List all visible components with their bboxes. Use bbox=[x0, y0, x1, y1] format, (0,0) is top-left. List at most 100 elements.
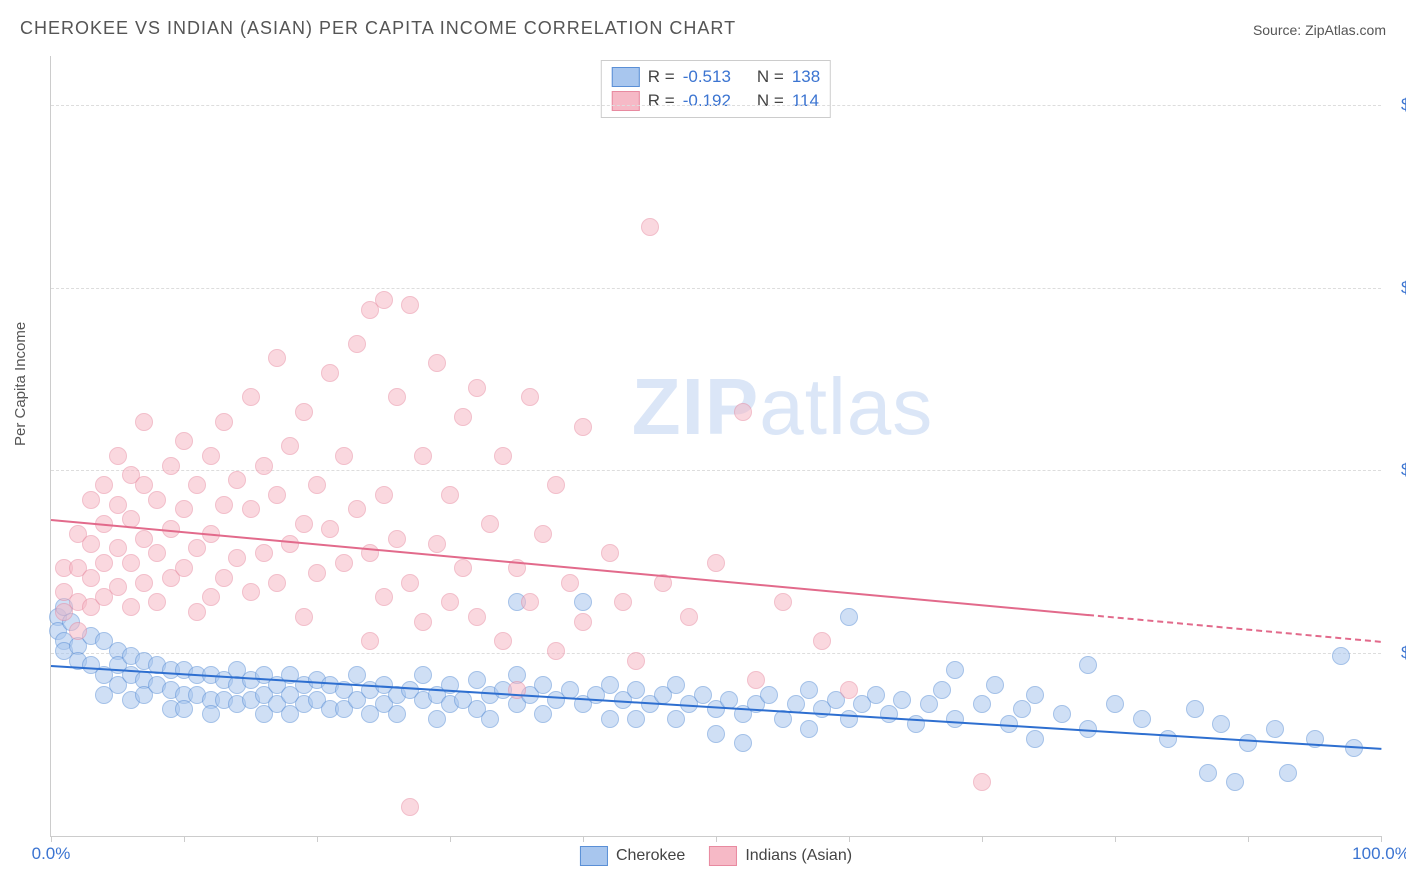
legend: Cherokee Indians (Asian) bbox=[580, 846, 852, 866]
cherokee-point bbox=[1159, 730, 1177, 748]
indians-point bbox=[202, 588, 220, 606]
indians-point bbox=[335, 447, 353, 465]
y-tick-label: $112,500 bbox=[1389, 278, 1406, 298]
cherokee-point bbox=[667, 676, 685, 694]
indians-point bbox=[375, 291, 393, 309]
cherokee-point bbox=[1079, 656, 1097, 674]
source-link[interactable]: ZipAtlas.com bbox=[1305, 22, 1386, 38]
indians-point bbox=[215, 496, 233, 514]
cherokee-point bbox=[1226, 773, 1244, 791]
cherokee-point bbox=[933, 681, 951, 699]
grid-line bbox=[51, 653, 1381, 654]
indians-point bbox=[441, 593, 459, 611]
cherokee-point bbox=[1212, 715, 1230, 733]
indians-point bbox=[268, 349, 286, 367]
x-tick bbox=[1115, 836, 1116, 842]
cherokee-point bbox=[414, 666, 432, 684]
indians-point bbox=[388, 530, 406, 548]
indians-point bbox=[348, 335, 366, 353]
stat-n-label: N = bbox=[757, 91, 784, 111]
grid-line bbox=[51, 288, 1381, 289]
cherokee-point bbox=[694, 686, 712, 704]
indians-point bbox=[361, 632, 379, 650]
indians-point bbox=[175, 500, 193, 518]
source-prefix: Source: bbox=[1253, 22, 1305, 38]
indians-point bbox=[481, 515, 499, 533]
x-tick bbox=[184, 836, 185, 842]
cherokee-point bbox=[1186, 700, 1204, 718]
cherokee-point bbox=[946, 661, 964, 679]
indians-point bbox=[281, 437, 299, 455]
indians-point bbox=[561, 574, 579, 592]
stat-n-label: N = bbox=[757, 67, 784, 87]
indians-point bbox=[95, 476, 113, 494]
indians-point bbox=[242, 388, 260, 406]
indians-point bbox=[135, 530, 153, 548]
cherokee-point bbox=[760, 686, 778, 704]
x-tick bbox=[583, 836, 584, 842]
indians-point bbox=[375, 486, 393, 504]
indians-point bbox=[813, 632, 831, 650]
indians-point bbox=[335, 554, 353, 572]
correlation-stats-box: R =-0.513N =138R =-0.192N =114 bbox=[601, 60, 831, 118]
cherokee-point bbox=[601, 676, 619, 694]
cherokee-point bbox=[880, 705, 898, 723]
indians-point bbox=[534, 525, 552, 543]
indians-point bbox=[494, 447, 512, 465]
indians-point bbox=[135, 476, 153, 494]
stat-r-label: R = bbox=[648, 91, 675, 111]
indians-point bbox=[308, 476, 326, 494]
indians-point bbox=[175, 559, 193, 577]
cherokee-point bbox=[428, 710, 446, 728]
cherokee-point bbox=[468, 671, 486, 689]
indians-point bbox=[614, 593, 632, 611]
indians-point bbox=[454, 559, 472, 577]
cherokee-point bbox=[800, 720, 818, 738]
indians-point bbox=[468, 608, 486, 626]
cherokee-point bbox=[1133, 710, 1151, 728]
indians-swatch bbox=[612, 91, 640, 111]
chart-title: CHEROKEE VS INDIAN (ASIAN) PER CAPITA IN… bbox=[20, 18, 736, 39]
grid-line bbox=[51, 105, 1381, 106]
indians-point bbox=[375, 588, 393, 606]
indians-point bbox=[82, 491, 100, 509]
indians-point bbox=[109, 578, 127, 596]
indians-point bbox=[707, 554, 725, 572]
plot-area: ZIPatlas R =-0.513N =138R =-0.192N =114 … bbox=[50, 56, 1381, 837]
indians-point bbox=[840, 681, 858, 699]
indians-point bbox=[521, 388, 539, 406]
indians-point bbox=[574, 418, 592, 436]
cherokee-point bbox=[481, 710, 499, 728]
legend-item-indians: Indians (Asian) bbox=[709, 846, 852, 866]
cherokee-point bbox=[534, 705, 552, 723]
x-tick-label: 0.0% bbox=[32, 844, 71, 864]
indians-point bbox=[321, 364, 339, 382]
legend-label: Cherokee bbox=[616, 847, 685, 865]
cherokee-point bbox=[840, 608, 858, 626]
indians-point bbox=[295, 403, 313, 421]
cherokee-point bbox=[867, 686, 885, 704]
cherokee-point bbox=[707, 725, 725, 743]
cherokee-point bbox=[175, 700, 193, 718]
indians-point bbox=[547, 642, 565, 660]
cherokee-point bbox=[388, 705, 406, 723]
indians-point bbox=[122, 554, 140, 572]
indians-point bbox=[321, 520, 339, 538]
indians-point bbox=[148, 491, 166, 509]
indians-point bbox=[414, 447, 432, 465]
x-tick bbox=[450, 836, 451, 842]
cherokee-point bbox=[720, 691, 738, 709]
cherokee-point bbox=[946, 710, 964, 728]
indians-trend-extrapolation bbox=[1088, 614, 1381, 643]
indians-point bbox=[441, 486, 459, 504]
indians-point bbox=[601, 544, 619, 562]
cherokee-point bbox=[202, 705, 220, 723]
indians-point bbox=[401, 574, 419, 592]
indians-point bbox=[774, 593, 792, 611]
indians-point bbox=[308, 564, 326, 582]
indians-point bbox=[627, 652, 645, 670]
indians-point bbox=[148, 544, 166, 562]
source-credit: Source: ZipAtlas.com bbox=[1253, 22, 1386, 38]
stat-r-value: -0.192 bbox=[683, 91, 731, 111]
indians-point bbox=[228, 471, 246, 489]
